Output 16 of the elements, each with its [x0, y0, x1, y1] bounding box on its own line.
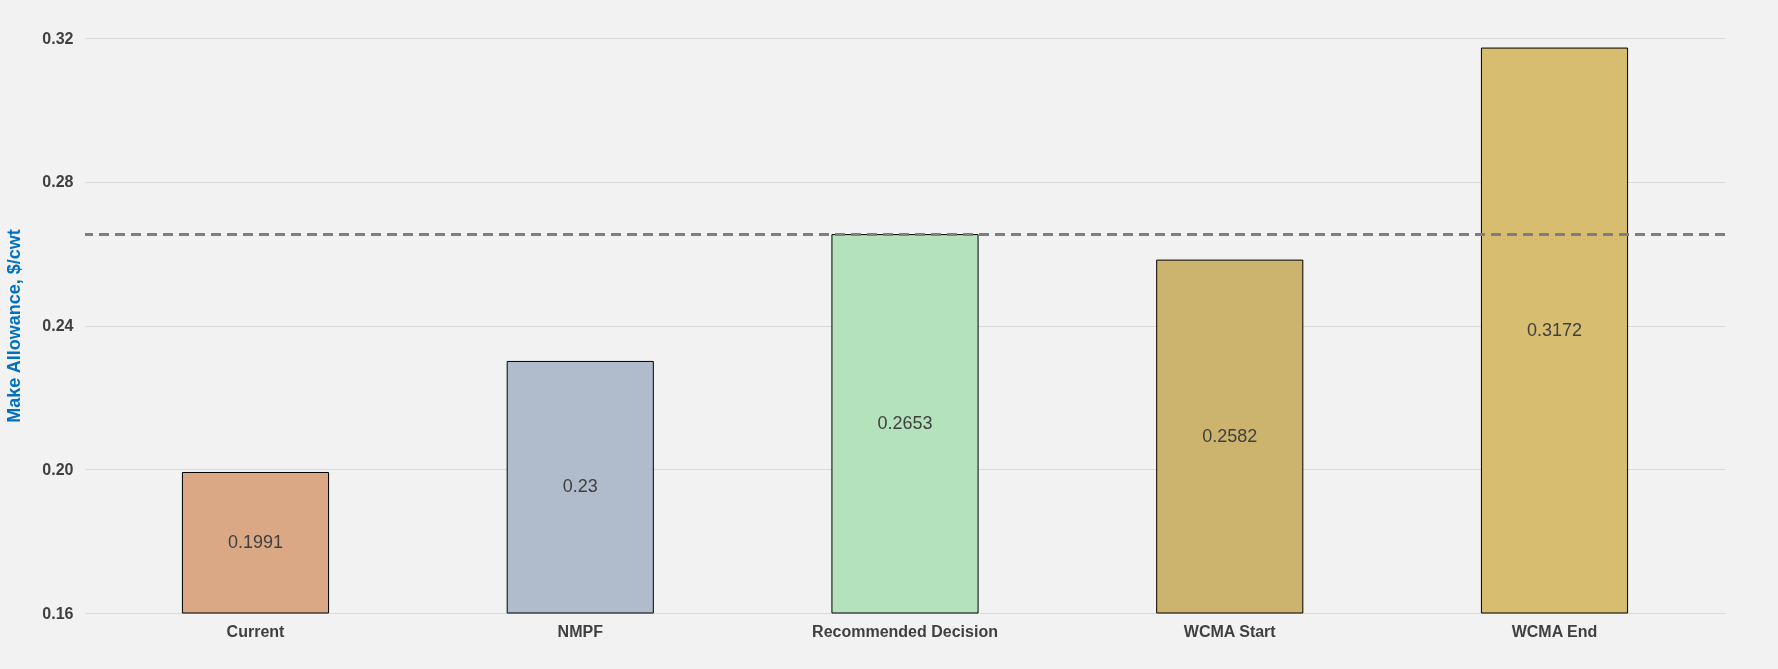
- y-tick-label: 0.28: [42, 173, 74, 191]
- data-label: 0.1991: [227, 531, 284, 552]
- x-tick-label: NMPF: [557, 622, 604, 640]
- data-label: 0.23: [562, 476, 598, 497]
- data-label: 0.3172: [1526, 319, 1583, 340]
- x-tick-label: Current: [226, 622, 286, 640]
- y-tick-label: 0.16: [42, 604, 74, 622]
- data-label: 0.2653: [877, 412, 933, 433]
- y-tick-label: 0.20: [42, 460, 74, 478]
- y-tick-label: 0.32: [42, 29, 74, 47]
- x-tick-label: WCMA End: [1511, 622, 1598, 640]
- y-axis-title: Make Allowance, $/cwt: [4, 229, 25, 423]
- y-tick-label: 0.24: [42, 317, 74, 334]
- data-label: 0.2582: [1202, 425, 1258, 446]
- x-tick-label: Recommended Decision: [812, 622, 998, 640]
- x-tick-label: WCMA Start: [1183, 622, 1277, 640]
